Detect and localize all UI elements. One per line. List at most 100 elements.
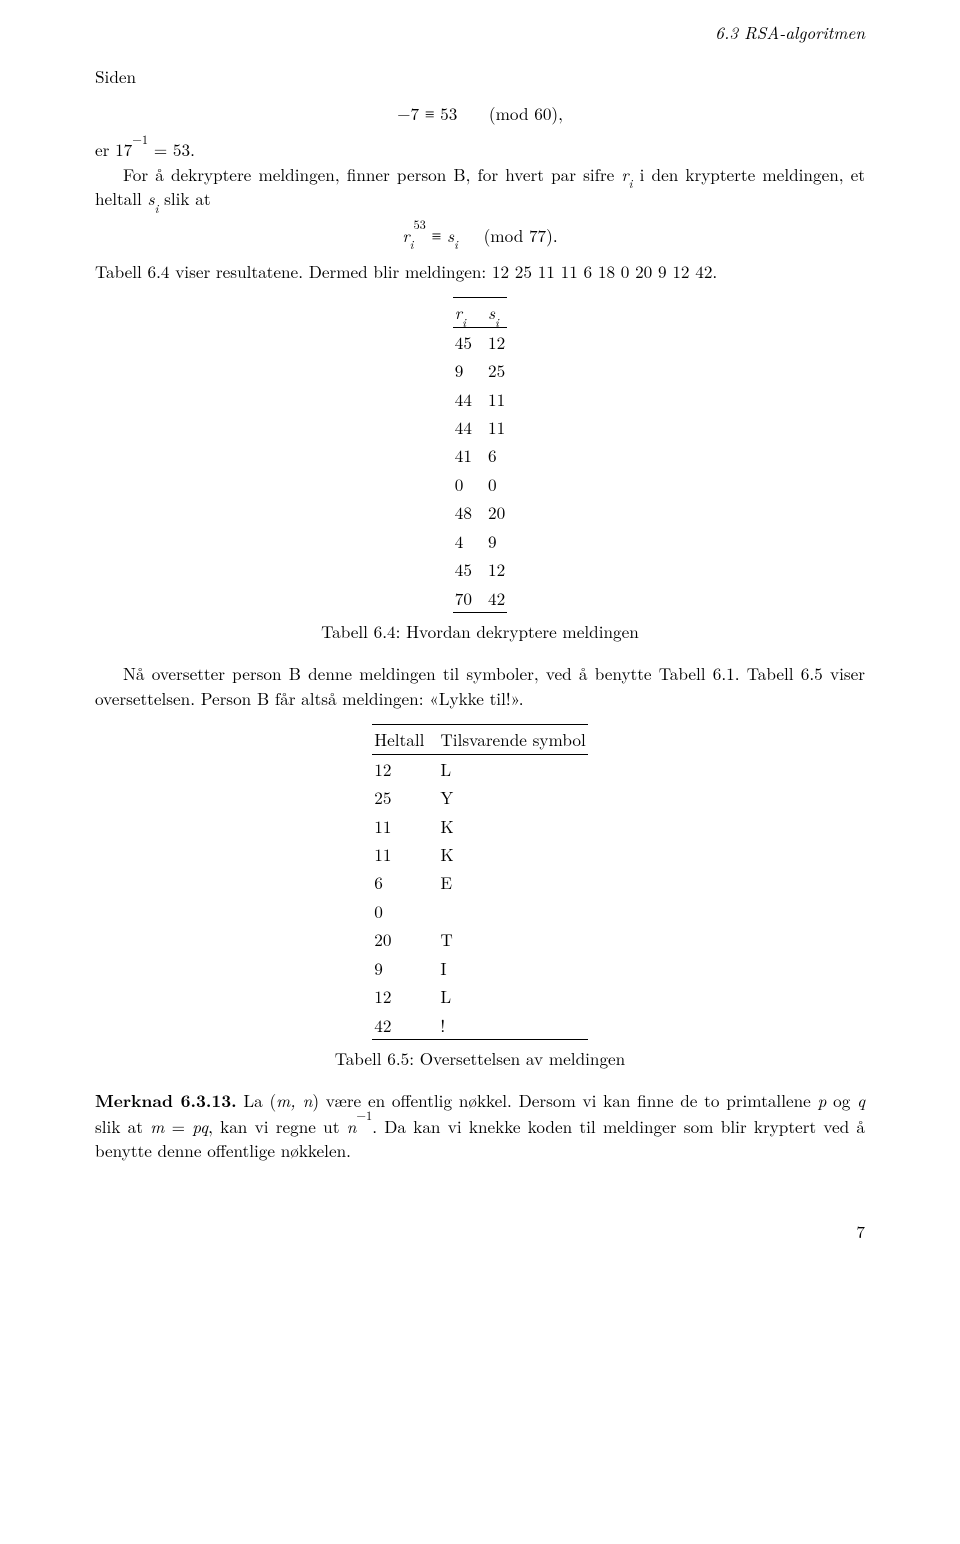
cell: 9 [486,527,507,555]
table-row: 0 [372,897,588,925]
cell: K [438,840,587,868]
table-row: 6E [372,868,588,896]
var-r: r [402,223,409,247]
sup: −1 [132,130,148,148]
text-part: slik at [95,1114,150,1138]
th-ri: ri [453,298,486,327]
cell: E [438,868,587,896]
th-si: si [486,298,507,327]
sub-i: i [495,313,499,331]
cell: 45 [453,555,486,583]
table-row: 00 [453,470,507,498]
th-symbol: Tilsvarende symbol [438,725,587,754]
cell: 44 [453,385,486,413]
paragraph-oversetter: Nå oversetter person B denne meldingen t… [95,661,865,710]
table-row: 9I [372,954,588,982]
table-row: 20T [372,925,588,953]
sub-i: i [454,235,458,253]
table-row: 11K [372,812,588,840]
var-m: m [150,1114,164,1138]
table-row: 11K [372,840,588,868]
cell: 25 [372,783,438,811]
paragraph-siden: Siden [95,64,865,88]
text-part: La ( [237,1088,277,1112]
cell: L [438,754,587,783]
text-part: og [826,1088,857,1112]
text-part: slik at [158,186,210,210]
cell: 0 [486,470,507,498]
cell: 48 [453,498,486,526]
cell: 12 [372,982,438,1010]
cell: 12 [486,327,507,356]
table-row: 49 [453,527,507,555]
text-part: ) være en offentlig nøkkel. Dersom vi ka… [312,1088,817,1112]
running-head: 6.3 RSA-algoritmen [95,20,865,44]
cell: 42 [372,1011,438,1040]
text-part: For å dekryptere meldingen, finner perso… [123,162,621,186]
math-mod: (mod 77). [484,223,558,247]
cell: 0 [372,897,438,925]
cell [438,897,587,925]
table-row: 925 [453,356,507,384]
cell: 6 [486,441,507,469]
cell: K [438,812,587,840]
var-s: s [488,300,495,324]
paragraph-dekryptere: For å dekryptere meldingen, finner perso… [95,162,865,211]
table-6-4: ri si 4512 925 4411 4411 416 00 4820 49 … [453,297,507,613]
cell: Y [438,783,587,811]
sup-neg1: −1 [356,1106,372,1124]
cell: 11 [372,840,438,868]
cell: 12 [372,754,438,783]
table-row: 4512 [453,555,507,583]
cell: 11 [486,385,507,413]
cell: 20 [372,925,438,953]
var-q: q [857,1088,865,1112]
cell: 11 [486,413,507,441]
cell: 6 [372,868,438,896]
cell: 0 [453,470,486,498]
cell: T [438,925,587,953]
eq-sign: = [164,1114,192,1138]
cell: ! [438,1011,587,1040]
cell: 41 [453,441,486,469]
cell: 70 [453,584,486,613]
cell: 20 [486,498,507,526]
var-mn: m, n [276,1088,312,1112]
sup-53: 53 [413,215,425,233]
table-row: 4512 [453,327,507,356]
var-n: n [347,1114,357,1138]
cell: I [438,954,587,982]
cell: 11 [372,812,438,840]
table-row: 25Y [372,783,588,811]
cell: 25 [486,356,507,384]
display-math-2: ri53 ≡ si (mod 77). [95,223,865,247]
cell: L [438,982,587,1010]
table-6-5-caption: Tabell 6.5: Oversettelsen av meldingen [95,1046,865,1070]
page-number: 7 [95,1219,865,1243]
var-r: r [621,162,628,186]
cell: 12 [486,555,507,583]
var-pq: pq [192,1114,208,1138]
sub-i: i [462,313,466,331]
equiv: ≡ [426,223,447,247]
sub-i: i [155,199,159,217]
table-row: 7042 [453,584,507,613]
var-s: s [148,186,155,210]
table-row: 12L [372,982,588,1010]
table-6-4-caption: Tabell 6.4: Hvordan dekryptere meldingen [95,619,865,643]
table-row: 42! [372,1011,588,1040]
table-row: 4411 [453,385,507,413]
math-mod: (mod 60), [489,101,563,125]
cell: 45 [453,327,486,356]
cell: 4 [453,527,486,555]
paragraph-er17: er 17−1 = 53. [95,137,865,161]
th-heltall: Heltall [372,725,438,754]
text-part: , kan vi regne ut [208,1114,347,1138]
cell: 9 [372,954,438,982]
table-row: 416 [453,441,507,469]
display-math-1: −7 ≡ 53 (mod 60), [95,101,865,125]
table-row: 4820 [453,498,507,526]
table-row: 4411 [453,413,507,441]
math-lhs: −7 ≡ 53 [397,101,457,125]
cell: 44 [453,413,486,441]
